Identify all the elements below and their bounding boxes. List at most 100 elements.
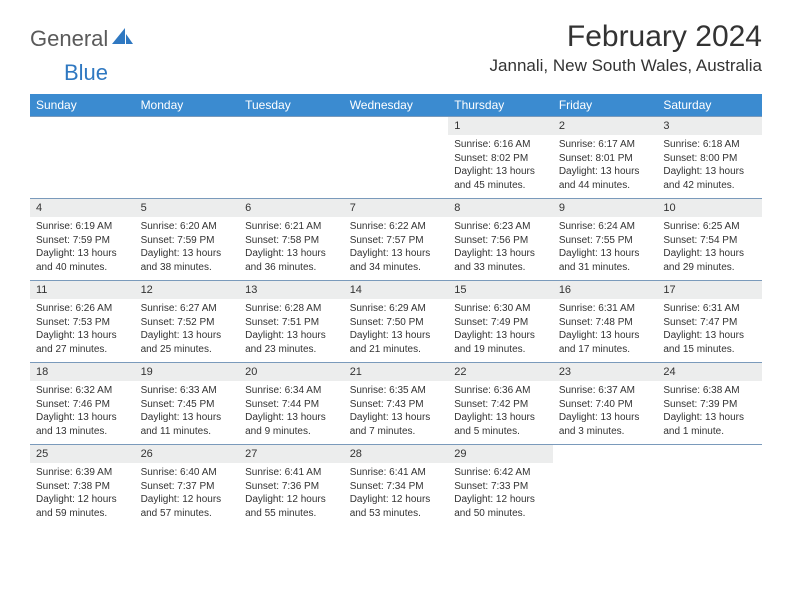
day-content-cell [553, 463, 658, 526]
day-content-cell: Sunrise: 6:36 AMSunset: 7:42 PMDaylight:… [448, 381, 553, 445]
sunset-text: Sunset: 7:48 PM [559, 316, 652, 330]
sunrise-text: Sunrise: 6:27 AM [141, 302, 234, 316]
daylight-text: Daylight: 13 hours and 3 minutes. [559, 411, 652, 438]
sunrise-text: Sunrise: 6:36 AM [454, 384, 547, 398]
day-number-cell: 17 [657, 281, 762, 300]
daylight-text: Daylight: 13 hours and 44 minutes. [559, 165, 652, 192]
sunrise-text: Sunrise: 6:25 AM [663, 220, 756, 234]
day-number-cell: 8 [448, 199, 553, 218]
day-content-cell: Sunrise: 6:42 AMSunset: 7:33 PMDaylight:… [448, 463, 553, 526]
day-content-cell: Sunrise: 6:30 AMSunset: 7:49 PMDaylight:… [448, 299, 553, 363]
daylight-text: Daylight: 13 hours and 19 minutes. [454, 329, 547, 356]
day-content-cell: Sunrise: 6:35 AMSunset: 7:43 PMDaylight:… [344, 381, 449, 445]
day-number-cell: 1 [448, 117, 553, 136]
day-number-cell [344, 117, 449, 136]
day-number-cell: 16 [553, 281, 658, 300]
daylight-text: Daylight: 13 hours and 1 minute. [663, 411, 756, 438]
sunset-text: Sunset: 7:54 PM [663, 234, 756, 248]
day-number-cell: 23 [553, 363, 658, 382]
daylight-text: Daylight: 13 hours and 27 minutes. [36, 329, 129, 356]
daylight-text: Daylight: 13 hours and 40 minutes. [36, 247, 129, 274]
month-title: February 2024 [490, 20, 762, 54]
day-number-cell: 18 [30, 363, 135, 382]
sunset-text: Sunset: 8:01 PM [559, 152, 652, 166]
daylight-text: Daylight: 13 hours and 25 minutes. [141, 329, 234, 356]
daylight-text: Daylight: 12 hours and 53 minutes. [350, 493, 443, 520]
sunset-text: Sunset: 7:36 PM [245, 480, 338, 494]
day-content-row: Sunrise: 6:16 AMSunset: 8:02 PMDaylight:… [30, 135, 762, 199]
day-content-row: Sunrise: 6:39 AMSunset: 7:38 PMDaylight:… [30, 463, 762, 526]
sunset-text: Sunset: 7:37 PM [141, 480, 234, 494]
day-content-cell: Sunrise: 6:41 AMSunset: 7:34 PMDaylight:… [344, 463, 449, 526]
day-content-cell: Sunrise: 6:23 AMSunset: 7:56 PMDaylight:… [448, 217, 553, 281]
daylight-text: Daylight: 13 hours and 34 minutes. [350, 247, 443, 274]
day-content-row: Sunrise: 6:26 AMSunset: 7:53 PMDaylight:… [30, 299, 762, 363]
daylight-text: Daylight: 13 hours and 38 minutes. [141, 247, 234, 274]
day-header: Sunday [30, 94, 135, 117]
day-content-cell: Sunrise: 6:28 AMSunset: 7:51 PMDaylight:… [239, 299, 344, 363]
day-header: Tuesday [239, 94, 344, 117]
day-content-cell: Sunrise: 6:41 AMSunset: 7:36 PMDaylight:… [239, 463, 344, 526]
day-number-cell: 27 [239, 445, 344, 464]
sunrise-text: Sunrise: 6:19 AM [36, 220, 129, 234]
sunrise-text: Sunrise: 6:31 AM [663, 302, 756, 316]
day-number-cell: 24 [657, 363, 762, 382]
sunset-text: Sunset: 7:59 PM [36, 234, 129, 248]
sunrise-text: Sunrise: 6:39 AM [36, 466, 129, 480]
brand-logo: General [30, 26, 114, 52]
day-content-cell: Sunrise: 6:40 AMSunset: 7:37 PMDaylight:… [135, 463, 240, 526]
day-content-cell: Sunrise: 6:26 AMSunset: 7:53 PMDaylight:… [30, 299, 135, 363]
daylight-text: Daylight: 13 hours and 11 minutes. [141, 411, 234, 438]
sunset-text: Sunset: 7:58 PM [245, 234, 338, 248]
daylight-text: Daylight: 13 hours and 45 minutes. [454, 165, 547, 192]
sunset-text: Sunset: 7:39 PM [663, 398, 756, 412]
sunset-text: Sunset: 7:56 PM [454, 234, 547, 248]
day-content-cell: Sunrise: 6:31 AMSunset: 7:47 PMDaylight:… [657, 299, 762, 363]
day-header: Wednesday [344, 94, 449, 117]
sunrise-text: Sunrise: 6:31 AM [559, 302, 652, 316]
day-number-row: 18192021222324 [30, 363, 762, 382]
sunset-text: Sunset: 7:42 PM [454, 398, 547, 412]
sunrise-text: Sunrise: 6:26 AM [36, 302, 129, 316]
daylight-text: Daylight: 12 hours and 57 minutes. [141, 493, 234, 520]
daylight-text: Daylight: 13 hours and 36 minutes. [245, 247, 338, 274]
day-content-cell: Sunrise: 6:22 AMSunset: 7:57 PMDaylight:… [344, 217, 449, 281]
day-header: Thursday [448, 94, 553, 117]
daylight-text: Daylight: 13 hours and 33 minutes. [454, 247, 547, 274]
sunrise-text: Sunrise: 6:38 AM [663, 384, 756, 398]
sunrise-text: Sunrise: 6:18 AM [663, 138, 756, 152]
daylight-text: Daylight: 12 hours and 50 minutes. [454, 493, 547, 520]
day-content-cell: Sunrise: 6:38 AMSunset: 7:39 PMDaylight:… [657, 381, 762, 445]
day-number-cell: 3 [657, 117, 762, 136]
day-content-cell [657, 463, 762, 526]
day-content-cell: Sunrise: 6:32 AMSunset: 7:46 PMDaylight:… [30, 381, 135, 445]
day-header: Saturday [657, 94, 762, 117]
day-number-cell: 20 [239, 363, 344, 382]
day-number-cell [553, 445, 658, 464]
sunrise-text: Sunrise: 6:32 AM [36, 384, 129, 398]
sunset-text: Sunset: 7:45 PM [141, 398, 234, 412]
location-text: Jannali, New South Wales, Australia [490, 56, 762, 76]
day-number-cell: 25 [30, 445, 135, 464]
day-number-cell: 9 [553, 199, 658, 218]
daylight-text: Daylight: 13 hours and 42 minutes. [663, 165, 756, 192]
title-block: February 2024 Jannali, New South Wales, … [490, 20, 762, 76]
sunset-text: Sunset: 7:57 PM [350, 234, 443, 248]
sunrise-text: Sunrise: 6:34 AM [245, 384, 338, 398]
sunrise-text: Sunrise: 6:28 AM [245, 302, 338, 316]
sunrise-text: Sunrise: 6:22 AM [350, 220, 443, 234]
sunrise-text: Sunrise: 6:41 AM [350, 466, 443, 480]
daylight-text: Daylight: 13 hours and 15 minutes. [663, 329, 756, 356]
day-number-row: 2526272829 [30, 445, 762, 464]
day-header: Monday [135, 94, 240, 117]
sunset-text: Sunset: 7:47 PM [663, 316, 756, 330]
daylight-text: Daylight: 13 hours and 5 minutes. [454, 411, 547, 438]
sunset-text: Sunset: 7:44 PM [245, 398, 338, 412]
day-number-cell: 21 [344, 363, 449, 382]
day-number-row: 123 [30, 117, 762, 136]
sunset-text: Sunset: 7:43 PM [350, 398, 443, 412]
day-content-cell: Sunrise: 6:16 AMSunset: 8:02 PMDaylight:… [448, 135, 553, 199]
sunset-text: Sunset: 7:34 PM [350, 480, 443, 494]
sunrise-text: Sunrise: 6:23 AM [454, 220, 547, 234]
day-content-cell: Sunrise: 6:37 AMSunset: 7:40 PMDaylight:… [553, 381, 658, 445]
